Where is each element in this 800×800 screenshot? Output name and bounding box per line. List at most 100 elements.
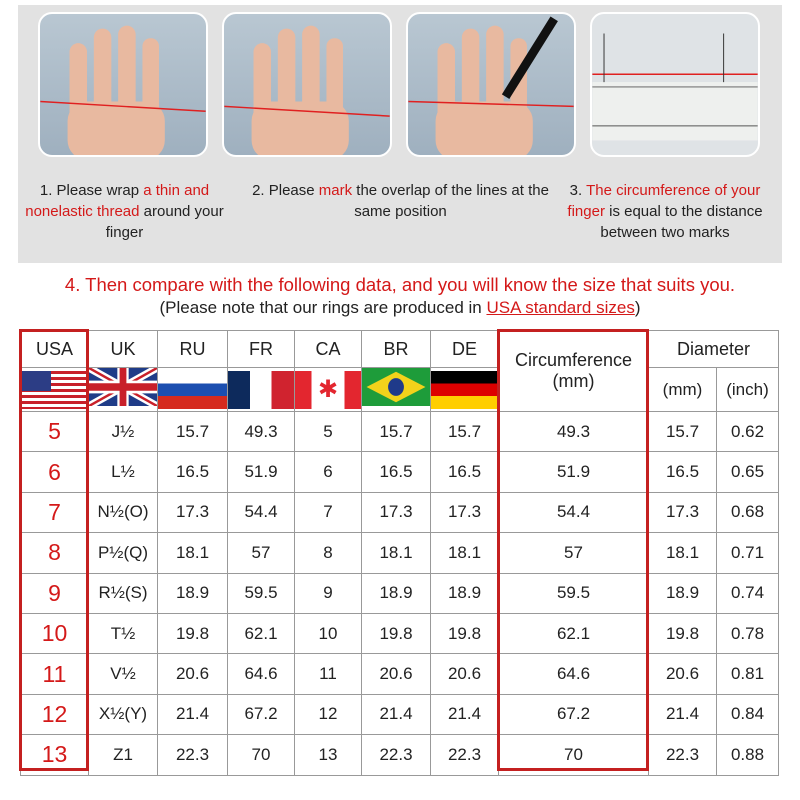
cell-usa: 7	[20, 491, 89, 534]
cell-fr: 67.2	[227, 693, 295, 736]
cell-circumference: 49.3	[498, 410, 649, 453]
russia-flag	[157, 367, 228, 412]
cell-br: 21.4	[361, 693, 431, 736]
cell-uk: R½(S)	[88, 572, 158, 614]
cell-ru: 20.6	[157, 653, 228, 695]
cell-uk: X½(Y)	[88, 693, 158, 736]
cell-circumference: 67.2	[498, 693, 649, 736]
cell-de: 18.1	[430, 532, 499, 574]
table-row: 12 X½(Y) 21.4 67.2 12 21.4 21.4 67.2 21.4 0.84	[20, 693, 779, 736]
us-flag	[20, 367, 89, 412]
photo-wrap-thread	[38, 12, 208, 157]
cell-usa: 6	[20, 451, 89, 493]
usa-size-note: (Please note that our rings are produced…	[0, 298, 800, 318]
cell-de: 16.5	[430, 451, 499, 493]
cell-circumference: 51.9	[498, 451, 649, 493]
cell-usa: 12	[20, 693, 89, 736]
cell-ru: 17.3	[157, 491, 228, 534]
cell-uk: J½	[88, 410, 158, 453]
step-1-text-end: around your finger	[105, 203, 224, 241]
cell-diameter-mm: 20.6	[648, 653, 717, 695]
cell-ru: 21.4	[157, 693, 228, 736]
cell-ru: 18.1	[157, 532, 228, 574]
step-3-text: 3.	[569, 182, 587, 199]
cell-ru: 15.7	[157, 410, 228, 453]
cell-de: 21.4	[430, 693, 499, 736]
cell-de: 15.7	[430, 410, 499, 453]
cell-ca: 12	[294, 693, 362, 736]
table-row: 10 T½ 19.8 62.1 10 19.8 19.8 62.1 19.8 0.78	[20, 612, 779, 655]
cell-diameter-inch: 0.68	[716, 491, 779, 534]
cell-ru: 19.8	[157, 612, 228, 655]
cell-diameter-inch: 0.88	[716, 734, 779, 776]
step-2-text: 2. Please	[252, 182, 319, 199]
cell-ca: 9	[294, 572, 362, 614]
cell-br: 22.3	[361, 734, 431, 776]
cell-diameter-mm: 22.3	[648, 734, 717, 776]
cell-de: 22.3	[430, 734, 499, 776]
canada-flag: ✱	[294, 367, 362, 412]
cell-ca: 7	[294, 491, 362, 534]
cell-diameter-inch: 0.81	[716, 653, 779, 695]
cell-diameter-mm: 18.9	[648, 572, 717, 614]
header-diameter-mm: (mm)	[648, 367, 717, 412]
cell-uk: Z1	[88, 734, 158, 776]
header-diameter-inch: (inch)	[716, 367, 779, 412]
cell-usa: 10	[20, 612, 89, 655]
cell-fr: 62.1	[227, 612, 295, 655]
cell-circumference: 62.1	[498, 612, 649, 655]
cell-br: 19.8	[361, 612, 431, 655]
step-3: 3. The circumference of your finger is e…	[560, 180, 770, 243]
cell-circumference: 57	[498, 532, 649, 574]
header-diameter: Diameter	[648, 330, 779, 368]
compare-heading: 4. Then compare with the following data,…	[64, 274, 736, 295]
header-br: BR	[361, 330, 431, 368]
cell-br: 16.5	[361, 451, 431, 493]
cell-diameter-inch: 0.62	[716, 410, 779, 453]
cell-ca: 10	[294, 612, 362, 655]
circumference-unit: (mm)	[552, 371, 595, 391]
cell-usa: 8	[20, 532, 89, 574]
cell-usa: 13	[20, 734, 89, 776]
cell-diameter-mm: 16.5	[648, 451, 717, 493]
step-2-text-end: the overlap of the lines at the same pos…	[352, 182, 549, 220]
photo-ruler	[590, 12, 760, 157]
cell-usa: 11	[20, 653, 89, 695]
step-2: 2. Please mark the overlap of the lines …	[248, 180, 553, 222]
cell-de: 19.8	[430, 612, 499, 655]
cell-usa: 5	[20, 410, 89, 453]
cell-circumference: 64.6	[498, 653, 649, 695]
cell-fr: 54.4	[227, 491, 295, 534]
cell-fr: 51.9	[227, 451, 295, 493]
step-2-highlight: mark	[318, 182, 353, 199]
cell-uk: N½(O)	[88, 491, 158, 534]
note-text-end: )	[634, 298, 641, 317]
cell-ca: 5	[294, 410, 362, 453]
cell-fr: 49.3	[227, 410, 295, 453]
cell-ru: 22.3	[157, 734, 228, 776]
cell-fr: 57	[227, 532, 295, 574]
table-row: 9 R½(S) 18.9 59.5 9 18.9 18.9 59.5 18.9 0.74	[20, 572, 779, 614]
header-usa: USA	[20, 330, 89, 368]
cell-circumference: 59.5	[498, 572, 649, 614]
cell-br: 17.3	[361, 491, 431, 534]
step-3-highlight: The circumference of your finger	[567, 182, 761, 220]
cell-diameter-mm: 15.7	[648, 410, 717, 453]
brazil-flag	[361, 367, 431, 412]
cell-diameter-inch: 0.78	[716, 612, 779, 655]
header-uk: UK	[88, 330, 158, 368]
step-1: 1. Please wrap a thin and nonelastic thr…	[22, 180, 227, 243]
cell-uk: L½	[88, 451, 158, 493]
cell-diameter-inch: 0.65	[716, 451, 779, 493]
step-1-text: 1. Please wrap	[39, 182, 144, 199]
cell-circumference: 54.4	[498, 491, 649, 534]
cell-diameter-mm: 17.3	[648, 491, 717, 534]
cell-ca: 6	[294, 451, 362, 493]
step-3-text-end: is equal to the distance between two mar…	[600, 203, 763, 241]
header-ru: RU	[157, 330, 228, 368]
circumference-label: Circumference	[514, 350, 633, 370]
usa-standard-sizes-link: USA standard sizes	[486, 298, 635, 317]
cell-fr: 59.5	[227, 572, 295, 614]
cell-br: 18.1	[361, 532, 431, 574]
cell-diameter-mm: 21.4	[648, 693, 717, 736]
